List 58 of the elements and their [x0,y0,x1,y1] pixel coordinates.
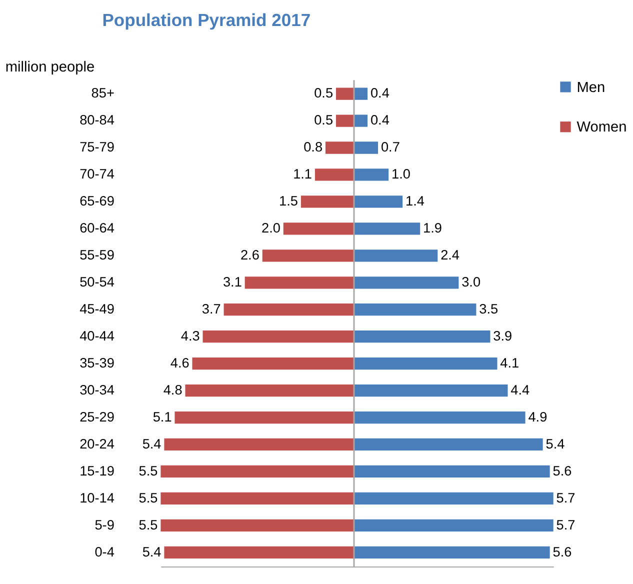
data-label: 1.4 [406,194,425,209]
y-tick-label: 15-19 [80,463,114,478]
data-label: 2.4 [440,248,460,263]
data-label: 4.3 [180,328,200,344]
legend-label: Men [576,80,606,96]
data-label: 3.1 [222,274,242,290]
data-label: 3.7 [202,302,221,317]
data-label: 2.6 [240,248,260,263]
data-label: 1.5 [279,194,298,209]
y-tick-label: 5-9 [94,517,114,532]
y-tick-label: 85+ [91,86,114,101]
y-tick-label: 60-64 [80,220,115,236]
y-tick-label: 0-4 [94,544,115,560]
data-label: 5.6 [552,463,572,478]
data-label: 5.6 [552,544,572,560]
data-label: 5.7 [556,490,576,506]
y-tick-label: 35-39 [80,355,114,370]
data-label: 1.1 [293,166,312,182]
data-label: 5.5 [138,490,158,506]
data-label: 5.5 [138,463,158,478]
data-label: 5.4 [546,436,566,452]
y-tick-label: 75-79 [80,140,114,155]
data-label: 5.4 [142,544,162,560]
data-label: 4.9 [528,409,548,424]
y-tick-label: 80-84 [80,112,115,128]
y-tick-label: 25-29 [80,409,114,424]
y-tick-label: 20-24 [80,436,115,452]
data-label: 3.0 [462,274,481,290]
y-tick-label: 50-54 [80,274,115,290]
y-axis-title: million people [5,59,95,76]
data-label: 1.0 [391,166,411,182]
y-tick-label: 10-14 [80,490,115,506]
data-label: 4.4 [510,382,530,398]
data-label: 0.4 [370,112,390,128]
data-label: 4.8 [163,382,182,398]
data-label: 3.5 [479,302,498,317]
data-label: 4.1 [500,355,520,370]
data-label: 2.0 [262,220,281,236]
y-tick-label: 45-49 [80,302,114,317]
data-label: 4.6 [170,355,190,370]
y-tick-label: 55-59 [80,248,114,263]
y-tick-label: 70-74 [80,166,115,182]
chart-title: Population Pyramid 2017 [102,10,311,30]
data-label: 0.4 [370,86,390,101]
data-label: 1.9 [423,220,442,236]
data-label: 0.7 [380,140,400,155]
legend-label: Women [576,120,627,136]
data-label: 0.8 [304,140,323,155]
y-tick-label: 65-69 [80,194,114,209]
data-label: 3.9 [493,328,512,344]
data-label: 5.5 [138,517,158,532]
data-label: 5.7 [556,517,576,532]
data-label: 5.1 [152,409,172,424]
data-label: 0.5 [314,112,334,128]
y-tick-label: 40-44 [80,328,115,344]
data-label: 0.5 [314,86,334,101]
y-tick-label: 30-34 [80,382,115,398]
data-label: 5.4 [142,436,162,452]
